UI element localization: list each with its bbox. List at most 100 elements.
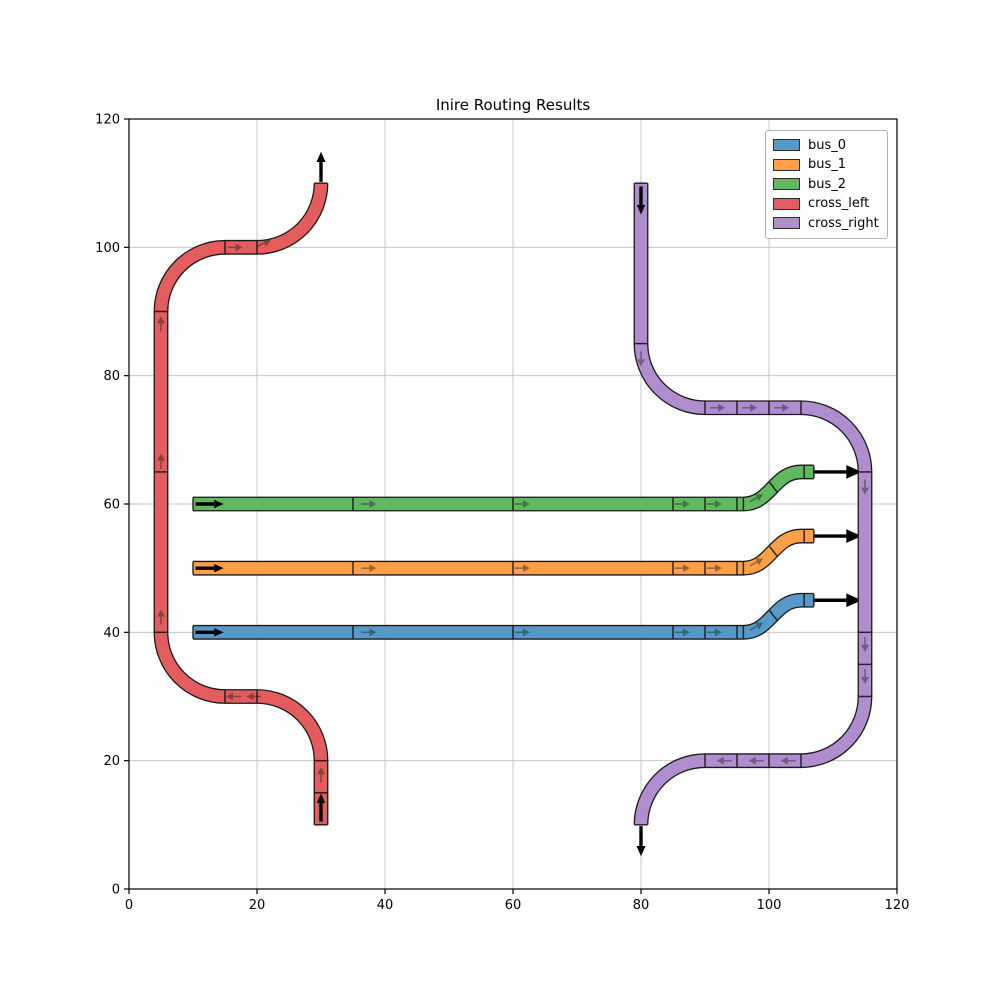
legend-swatch-cross_left	[773, 197, 800, 210]
direction-chevron-cross_right-0-head	[637, 359, 645, 367]
legend-label-bus_2: bus_2	[808, 176, 847, 192]
route-tube-bus_1	[193, 529, 814, 575]
end-arrow-cross_right	[636, 826, 646, 857]
direction-chevron-cross_right-0	[637, 351, 645, 367]
direction-chevron-cross_left-7-head	[262, 239, 271, 247]
direction-chevron-bus_0-4-shaft	[749, 625, 758, 631]
direction-chevron-bus_1-3	[706, 564, 722, 573]
direction-chevron-bus_2-2	[674, 500, 690, 508]
direction-chevron-bus_1-2	[674, 564, 690, 573]
direction-chevron-cross_right-7-head	[780, 756, 788, 765]
direction-chevron-cross_right-9	[716, 756, 732, 765]
direction-chevron-bus_0-0	[361, 628, 377, 637]
direction-chevron-cross_left-0-head	[317, 767, 325, 775]
end-arrow-cross_right-head	[636, 845, 646, 857]
x-tick-label-100: 100	[757, 898, 782, 913]
start-arrow-bus_1	[195, 563, 224, 573]
direction-chevron-cross_left-2	[225, 692, 241, 701]
direction-chevron-bus_2-2-head	[682, 500, 690, 508]
x-tick-label-80: 80	[633, 898, 650, 913]
legend-label-bus_1: bus_1	[808, 157, 847, 173]
direction-chevron-cross_right-6-head	[861, 676, 869, 684]
legend-entry-cross_left: cross_left	[773, 196, 880, 213]
direction-chevron-cross_right-1-head	[718, 403, 726, 412]
direction-chevron-bus_2-1	[514, 500, 530, 508]
direction-chevron-bus_2-3-head	[714, 500, 722, 508]
legend-label-bus_0: bus_0	[808, 137, 847, 153]
route-tube-bus_0	[193, 594, 814, 639]
direction-chevron-cross_right-3-head	[782, 403, 790, 412]
direction-chevron-cross_left-1-head	[246, 692, 254, 701]
direction-chevron-cross_left-3-head	[157, 609, 165, 617]
end-arrow-cross_left-head	[316, 151, 326, 163]
segment-divider-bus_1-7	[768, 545, 779, 557]
y-tick-label-100: 100	[95, 241, 120, 256]
y-tick-label-120: 120	[95, 113, 120, 128]
start-arrow-cross_right	[636, 186, 646, 215]
start-arrow-cross_left	[316, 793, 326, 822]
direction-chevron-cross_left-5-head	[157, 316, 165, 324]
direction-chevron-bus_0-3	[706, 628, 722, 637]
direction-chevron-cross_left-3	[157, 609, 165, 625]
legend-swatch-bus_0	[773, 139, 800, 152]
direction-chevron-bus_2-0	[361, 500, 377, 508]
x-tick-label-0: 0	[125, 898, 133, 913]
start-arrow-cross_right-head	[636, 204, 646, 215]
direction-chevron-cross_right-5	[861, 636, 869, 652]
direction-chevron-bus_1-4-shaft	[749, 561, 758, 567]
direction-chevron-bus_1-4-head	[755, 558, 764, 566]
y-tick-label-40: 40	[103, 626, 120, 641]
direction-chevron-bus_0-4-head	[755, 622, 764, 630]
segment-divider-bus_0-7	[768, 610, 779, 622]
direction-chevron-bus_0-2-head	[682, 628, 690, 637]
direction-chevron-cross_left-7-shaft	[256, 242, 265, 248]
direction-chevron-cross_left-6	[227, 243, 243, 252]
legend-swatch-cross_right	[773, 217, 800, 230]
segment-divider-bus_2-7	[768, 481, 779, 493]
direction-chevron-bus_1-2-head	[682, 564, 690, 573]
direction-chevron-cross_left-6-head	[235, 243, 243, 252]
direction-chevron-bus_0-1	[514, 628, 530, 637]
direction-chevron-bus_1-3-head	[714, 564, 722, 573]
legend-entry-bus_0: bus_0	[773, 137, 880, 154]
direction-chevron-bus_0-1-head	[522, 628, 530, 637]
direction-chevron-bus_2-4-head	[755, 494, 764, 502]
direction-chevron-cross_right-4-head	[861, 487, 869, 495]
direction-chevron-bus_2-1-head	[522, 500, 530, 508]
direction-chevron-cross_right-8-head	[748, 756, 756, 765]
direction-chevron-cross_right-5-head	[861, 644, 869, 652]
start-arrow-bus_0-head	[214, 628, 224, 637]
direction-chevron-bus_1-4	[749, 558, 764, 567]
x-tick-label-40: 40	[377, 898, 394, 913]
legend-swatch-bus_2	[773, 178, 800, 191]
direction-chevron-cross_left-0	[317, 767, 325, 783]
direction-chevron-cross_left-2-head	[225, 692, 233, 701]
legend: bus_0 bus_1 bus_2 cross_left cross_right	[765, 130, 888, 239]
direction-chevron-cross_left-1	[246, 692, 262, 701]
direction-chevron-bus_1-0	[361, 564, 377, 573]
direction-chevron-cross_right-2	[742, 403, 758, 412]
y-tick-label-80: 80	[103, 369, 120, 384]
start-arrow-bus_2	[195, 499, 224, 509]
direction-chevron-cross_right-6	[861, 668, 869, 684]
direction-chevron-cross_right-4	[861, 479, 869, 495]
legend-label-cross_right: cross_right	[808, 215, 879, 231]
direction-chevron-cross_right-7	[780, 756, 796, 765]
direction-chevron-cross_right-9-head	[716, 756, 724, 765]
direction-chevron-cross_right-2-head	[750, 403, 758, 412]
direction-chevron-cross_left-4	[157, 453, 165, 469]
direction-chevron-bus_1-1-head	[522, 564, 530, 573]
direction-chevron-bus_0-2	[674, 628, 690, 637]
x-tick-label-60: 60	[505, 898, 522, 913]
direction-chevron-cross_left-4-head	[157, 453, 165, 461]
end-arrow-bus_1-head	[846, 529, 862, 543]
direction-chevron-bus_0-3-head	[714, 628, 722, 637]
legend-label-cross_left: cross_left	[808, 196, 870, 212]
direction-chevron-bus_0-0-head	[369, 628, 377, 637]
direction-chevron-bus_0-4	[749, 622, 764, 631]
chart-title: Inire Routing Results	[435, 96, 591, 114]
direction-chevron-cross_left-7	[256, 239, 271, 248]
y-tick-label-0: 0	[112, 883, 120, 898]
